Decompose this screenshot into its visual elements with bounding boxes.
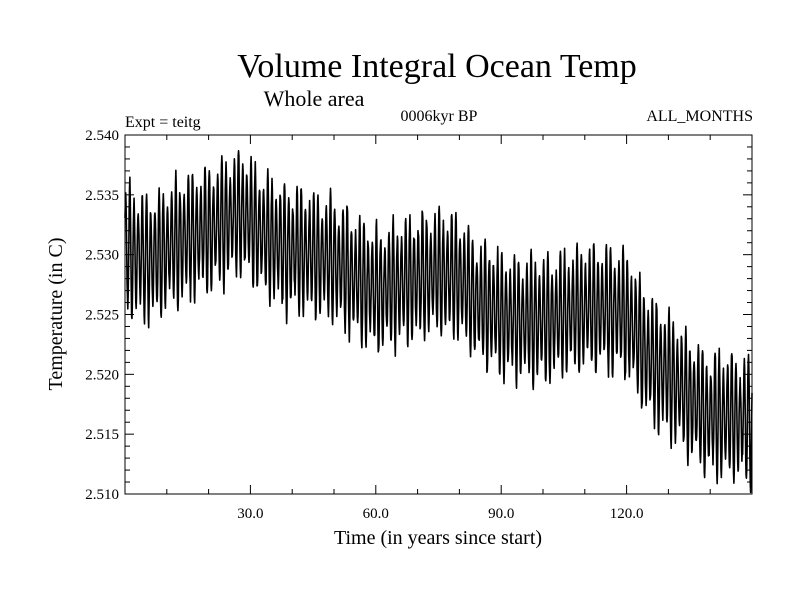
- y-axis-label: Temperature (in C): [45, 238, 67, 391]
- y-tick-label: 2.540: [85, 128, 119, 144]
- months-label: ALL_MONTHS: [646, 108, 753, 125]
- x-tick-label: 90.0: [488, 506, 514, 522]
- chart-subtitle: Whole area: [264, 86, 365, 111]
- y-tick-label: 2.535: [85, 188, 119, 204]
- series-line: [124, 150, 753, 494]
- x-axis-label: Time (in years since start): [334, 527, 542, 549]
- x-tick-label: 120.0: [610, 506, 644, 522]
- experiment-label: Expt = teitg: [125, 114, 201, 131]
- period-label: 0006kyr BP: [401, 108, 478, 125]
- y-tick-label: 2.525: [85, 308, 119, 324]
- y-tick-label: 2.520: [85, 367, 119, 383]
- y-axis: 2.510 2.515 2.520 2.525 2.530 2.535 2.540: [85, 128, 752, 503]
- y-tick-label: 2.530: [85, 248, 119, 264]
- x-axis: 30.0 60.0 90.0 120.0: [166, 135, 711, 522]
- x-tick-label: 30.0: [237, 506, 263, 522]
- y-tick-label: 2.515: [85, 427, 119, 443]
- chart-title: Volume Integral Ocean Temp: [237, 48, 637, 85]
- y-tick-label: 2.510: [85, 487, 119, 503]
- plot-frame: [124, 134, 753, 495]
- plot-area: [124, 150, 753, 494]
- x-tick-label: 60.0: [363, 506, 389, 522]
